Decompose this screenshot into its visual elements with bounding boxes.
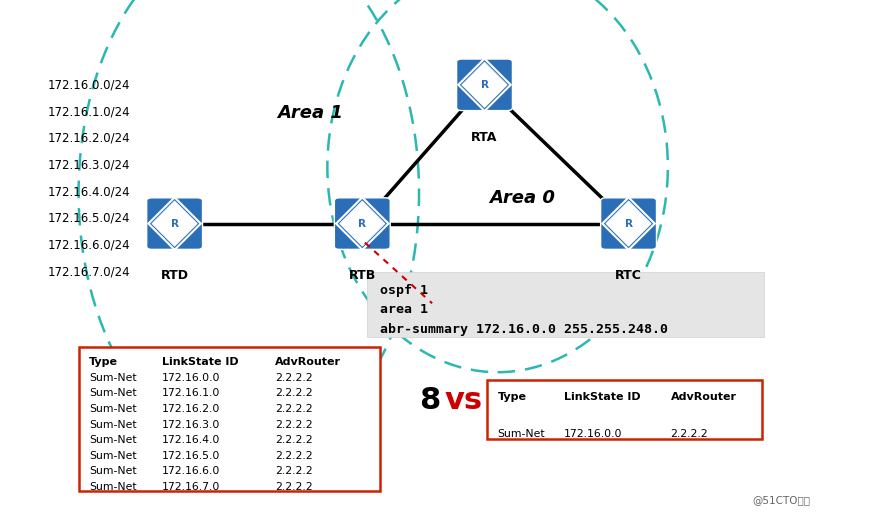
FancyBboxPatch shape (79, 347, 380, 491)
Text: 172.16.0.0/24: 172.16.0.0/24 (48, 78, 131, 91)
Text: 2.2.2.2: 2.2.2.2 (275, 389, 313, 398)
Text: Sum-Net: Sum-Net (89, 419, 137, 430)
FancyBboxPatch shape (147, 198, 203, 249)
Text: AdvRouter: AdvRouter (275, 357, 341, 368)
Text: RTB: RTB (348, 269, 376, 282)
Text: R: R (480, 80, 489, 90)
Text: 172.16.6.0/24: 172.16.6.0/24 (48, 238, 131, 252)
Text: 8: 8 (420, 387, 441, 415)
Text: 172.16.2.0: 172.16.2.0 (162, 404, 220, 414)
Text: abr-summary 172.16.0.0 255.255.248.0: abr-summary 172.16.0.0 255.255.248.0 (380, 323, 668, 336)
Text: AdvRouter: AdvRouter (670, 392, 737, 402)
Text: 2.2.2.2: 2.2.2.2 (670, 429, 708, 439)
Text: 172.16.2.0/24: 172.16.2.0/24 (48, 132, 131, 145)
Text: LinkState ID: LinkState ID (162, 357, 238, 368)
Text: Type: Type (498, 392, 526, 402)
Text: 2.2.2.2: 2.2.2.2 (275, 466, 313, 476)
Text: 2.2.2.2: 2.2.2.2 (275, 419, 313, 430)
Text: Type: Type (89, 357, 118, 368)
Text: 172.16.4.0: 172.16.4.0 (162, 435, 220, 445)
Text: 172.16.1.0/24: 172.16.1.0/24 (48, 105, 131, 118)
Text: 172.16.6.0: 172.16.6.0 (162, 466, 220, 476)
Text: 2.2.2.2: 2.2.2.2 (275, 373, 313, 383)
Text: 172.16.4.0/24: 172.16.4.0/24 (48, 185, 131, 198)
Text: Area 0: Area 0 (489, 189, 555, 207)
Text: R: R (170, 218, 179, 229)
Text: 172.16.7.0: 172.16.7.0 (162, 482, 220, 492)
Text: Sum-Net: Sum-Net (89, 451, 137, 461)
Text: Area 1: Area 1 (277, 104, 343, 122)
Text: RTA: RTA (471, 131, 498, 143)
Text: ospf 1: ospf 1 (380, 284, 428, 297)
FancyBboxPatch shape (367, 272, 764, 337)
Text: LinkState ID: LinkState ID (564, 392, 641, 402)
Text: 172.16.5.0/24: 172.16.5.0/24 (48, 212, 131, 225)
Text: 2.2.2.2: 2.2.2.2 (275, 482, 313, 492)
Text: Sum-Net: Sum-Net (89, 373, 137, 383)
Text: Sum-Net: Sum-Net (89, 482, 137, 492)
FancyBboxPatch shape (487, 380, 762, 439)
Text: 172.16.1.0: 172.16.1.0 (162, 389, 220, 398)
Text: 1: 1 (487, 387, 508, 415)
Polygon shape (462, 62, 507, 107)
Text: @51CTO博客: @51CTO博客 (753, 495, 810, 505)
Text: 2.2.2.2: 2.2.2.2 (275, 451, 313, 461)
Text: 172.16.0.0: 172.16.0.0 (162, 373, 220, 383)
Text: 172.16.5.0: 172.16.5.0 (162, 451, 220, 461)
Text: 172.16.7.0/24: 172.16.7.0/24 (48, 265, 131, 279)
Text: 172.16.3.0/24: 172.16.3.0/24 (48, 158, 131, 172)
Text: Sum-Net: Sum-Net (89, 466, 137, 476)
Text: area 1: area 1 (380, 303, 428, 317)
Polygon shape (340, 201, 385, 246)
FancyBboxPatch shape (457, 59, 512, 111)
Polygon shape (606, 201, 651, 246)
Text: RTD: RTD (161, 269, 189, 282)
Text: Sum-Net: Sum-Net (89, 435, 137, 445)
Text: 2.2.2.2: 2.2.2.2 (275, 435, 313, 445)
Text: Sum-Net: Sum-Net (89, 404, 137, 414)
Text: 172.16.3.0: 172.16.3.0 (162, 419, 220, 430)
Text: Sum-Net: Sum-Net (89, 389, 137, 398)
Text: 2.2.2.2: 2.2.2.2 (275, 404, 313, 414)
Text: RTC: RTC (615, 269, 642, 282)
Text: R: R (624, 218, 633, 229)
Text: R: R (358, 218, 367, 229)
Text: vs: vs (444, 387, 483, 415)
Text: Sum-Net: Sum-Net (498, 429, 546, 439)
FancyBboxPatch shape (601, 198, 656, 249)
Text: 172.16.0.0: 172.16.0.0 (564, 429, 622, 439)
Polygon shape (152, 201, 197, 246)
FancyBboxPatch shape (334, 198, 390, 249)
